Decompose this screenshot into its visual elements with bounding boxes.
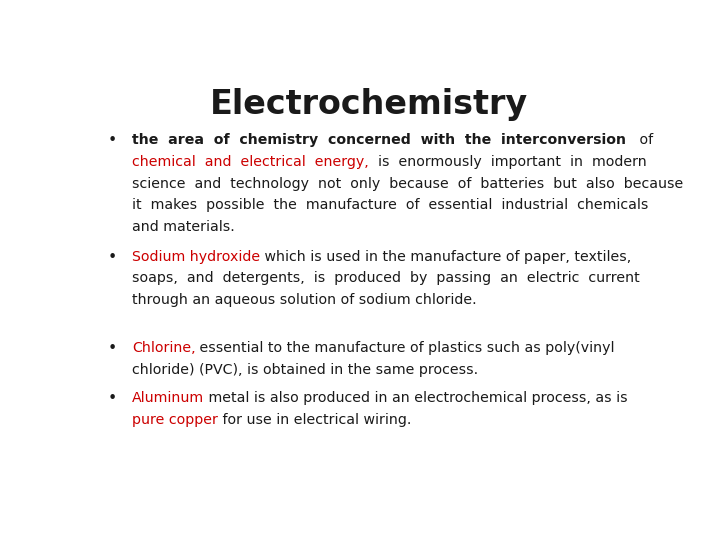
Text: Sodium hydroxide: Sodium hydroxide	[132, 250, 260, 264]
Text: •: •	[108, 341, 117, 356]
Text: chemical  and  electrical  energy,: chemical and electrical energy,	[132, 155, 369, 169]
Text: of: of	[626, 133, 653, 147]
Text: it  makes  possible  the  manufacture  of  essential  industrial  chemicals: it makes possible the manufacture of ess…	[132, 198, 648, 212]
Text: is  enormously  important  in  modern: is enormously important in modern	[369, 155, 647, 169]
Text: •: •	[108, 250, 117, 265]
Text: •: •	[108, 133, 117, 148]
Text: Electrochemistry: Electrochemistry	[210, 87, 528, 120]
Text: science  and  technology  not  only  because  of  batteries  but  also  because: science and technology not only because …	[132, 177, 683, 191]
Text: pure copper: pure copper	[132, 413, 217, 427]
Text: for use in electrical wiring.: for use in electrical wiring.	[217, 413, 411, 427]
Text: Aluminum: Aluminum	[132, 391, 204, 405]
Text: the  area  of  chemistry  concerned  with  the  interconversion: the area of chemistry concerned with the…	[132, 133, 626, 147]
Text: Chlorine,: Chlorine,	[132, 341, 195, 355]
Text: metal is also produced in an electrochemical process, as is: metal is also produced in an electrochem…	[204, 391, 628, 405]
Text: and materials.: and materials.	[132, 220, 235, 234]
Text: •: •	[108, 391, 117, 406]
Text: essential to the manufacture of plastics such as poly(vinyl: essential to the manufacture of plastics…	[195, 341, 615, 355]
Text: which is used in the manufacture of paper, textiles,: which is used in the manufacture of pape…	[260, 250, 631, 264]
Text: through an aqueous solution of sodium chloride.: through an aqueous solution of sodium ch…	[132, 293, 477, 307]
Text: soaps,  and  detergents,  is  produced  by  passing  an  electric  current: soaps, and detergents, is produced by pa…	[132, 272, 639, 286]
Text: chloride) (PVC), is obtained in the same process.: chloride) (PVC), is obtained in the same…	[132, 363, 478, 377]
